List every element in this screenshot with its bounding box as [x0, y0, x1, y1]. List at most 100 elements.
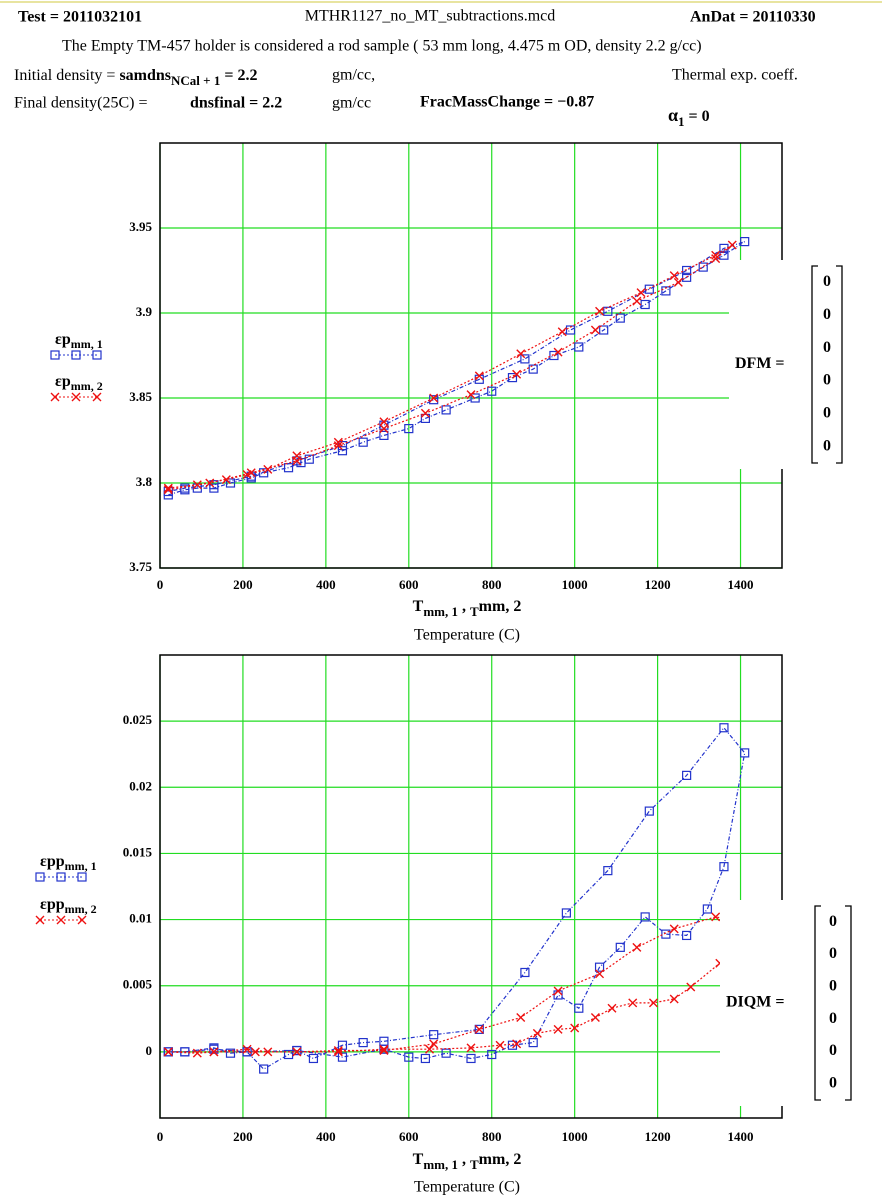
- marker: [561, 908, 571, 918]
- y-tick-label: 3.9: [136, 304, 153, 319]
- y-tick-label: 3.8: [136, 474, 153, 489]
- x-label-part: T: [413, 1151, 424, 1168]
- x-label-subscript: T: [470, 604, 479, 619]
- marker: [292, 456, 302, 466]
- marker: [553, 986, 563, 996]
- legend-label: εpmm, 2: [55, 373, 103, 393]
- marker: [429, 1030, 439, 1040]
- matrix-value: 0: [829, 913, 837, 930]
- marker: [686, 982, 696, 992]
- marker: [263, 1047, 273, 1057]
- matrix-value: 0: [823, 306, 831, 323]
- marker: [648, 998, 658, 1008]
- marker: [474, 371, 484, 381]
- legend-label: εppmm, 2: [40, 896, 97, 916]
- legend-name: εp: [55, 331, 71, 348]
- marker: [570, 1023, 580, 1033]
- x-label-subscript: mm, 1: [423, 604, 458, 619]
- marker: [682, 930, 692, 941]
- value: = 0: [685, 108, 710, 125]
- legend-marker: [50, 392, 60, 402]
- series-line: [168, 726, 746, 1070]
- marker: [205, 478, 215, 488]
- marker: [292, 1045, 302, 1056]
- marker: [603, 306, 613, 316]
- marker: [337, 1040, 348, 1050]
- marker: [379, 430, 389, 440]
- marker: [636, 288, 646, 298]
- marker: [337, 446, 348, 456]
- value: = 2.2: [220, 67, 257, 84]
- marker: [221, 475, 231, 485]
- x-tick-label: 400: [316, 577, 336, 592]
- y-tick-label: 3.75: [129, 559, 152, 574]
- marker: [163, 485, 173, 495]
- analysis-date: AnDat = 20110330: [690, 9, 816, 26]
- marker: [304, 454, 314, 464]
- bracket: [814, 905, 821, 1101]
- marker: [466, 1053, 476, 1064]
- legend-marker: [35, 915, 45, 925]
- marker: [466, 390, 476, 400]
- x-tick-label: 1400: [728, 1129, 754, 1144]
- marker: [698, 262, 708, 272]
- series-line: [168, 241, 746, 496]
- x-label-part: ,: [458, 1151, 470, 1168]
- legend-subscript: mm, 1: [71, 337, 103, 351]
- x-tick-label: 200: [233, 1129, 253, 1144]
- marker: [520, 967, 530, 978]
- marker: [420, 1053, 430, 1064]
- marker: [719, 723, 729, 733]
- marker: [594, 962, 605, 972]
- marker: [682, 272, 692, 282]
- x-axis-label: Tmm, 1 , Tmm, 2: [413, 598, 522, 619]
- y-tick-label: 0.015: [123, 844, 153, 859]
- legend-name: εpp: [40, 853, 65, 870]
- marker: [528, 364, 538, 374]
- marker: [209, 1047, 219, 1057]
- frac-mass-change: FracMassChange = −0.87: [420, 94, 594, 111]
- marker: [682, 265, 692, 276]
- marker: [379, 417, 389, 427]
- final-density: Final density(25C) =: [14, 95, 147, 112]
- x-tick-label: 0: [157, 577, 164, 592]
- marker: [379, 424, 389, 434]
- marker: [250, 1047, 260, 1057]
- marker: [441, 1048, 451, 1058]
- file-name: MTHR1127_no_MT_subtractions.mcd: [305, 8, 556, 25]
- marker: [192, 1048, 202, 1058]
- subscript: 1: [678, 114, 685, 129]
- marker: [553, 1024, 563, 1034]
- marker: [192, 480, 202, 490]
- series-line: [168, 244, 733, 491]
- marker: [308, 1053, 319, 1064]
- legend-marker: [35, 872, 45, 882]
- matrix-value: 0: [829, 978, 837, 995]
- marker: [640, 912, 650, 922]
- marker: [628, 998, 638, 1008]
- x-axis-title: Temperature (C): [414, 627, 520, 644]
- marker: [333, 1047, 343, 1057]
- marker: [470, 393, 480, 403]
- marker: [595, 969, 605, 979]
- final-unit: gm/cc: [332, 95, 371, 112]
- matrix-value: 0: [823, 437, 831, 454]
- legend-subscript: mm, 2: [65, 902, 97, 916]
- matrix-value: 0: [829, 1042, 837, 1059]
- marker: [553, 990, 563, 1000]
- x-label-part: mm, 2: [479, 598, 522, 615]
- marker: [682, 770, 692, 780]
- marker: [565, 325, 576, 335]
- marker: [259, 1064, 269, 1074]
- marker: [512, 369, 522, 379]
- legend-marker: [77, 915, 87, 925]
- matrix-value: 0: [823, 404, 831, 421]
- marker: [507, 373, 518, 383]
- x-label-part: T: [413, 598, 424, 615]
- x-tick-label: 1400: [728, 577, 754, 592]
- marker: [487, 1049, 497, 1060]
- marker: [404, 1052, 414, 1062]
- marker: [425, 1044, 435, 1054]
- legend-marker: [92, 392, 102, 402]
